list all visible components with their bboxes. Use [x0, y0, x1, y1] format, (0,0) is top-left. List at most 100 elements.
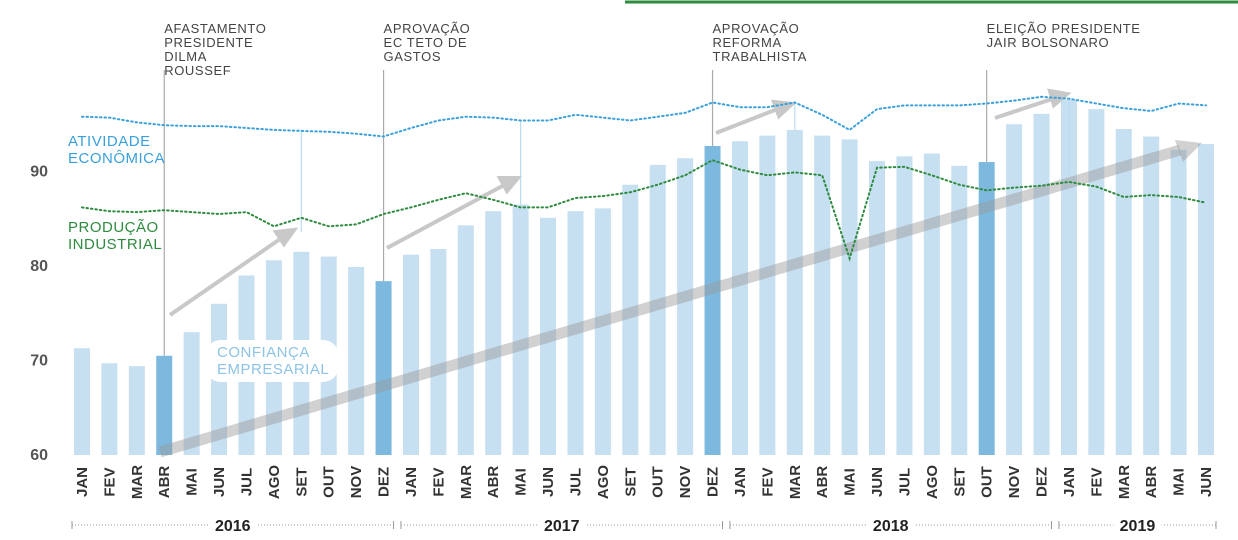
annotation: AFASTAMENTO PRESIDENTE DILMA ROUSSEF [164, 21, 267, 78]
x-tick-label: OUT [321, 466, 338, 498]
year-box [208, 515, 257, 535]
x-tick-label: ABR [814, 466, 831, 499]
x-tick-label: DEZ [705, 467, 722, 497]
bar [978, 162, 995, 456]
y-tick-label: 70 [30, 353, 48, 370]
series-label: ATIVIDADE ECONÔMICA [68, 133, 166, 167]
x-tick-label: AGO [595, 465, 612, 500]
annotation: APROVAÇÃO EC TETO DE GASTOS [383, 21, 471, 64]
annotation: ELEIÇÃO PRESIDENTE JAIR BOLSONARO [986, 21, 1141, 50]
bar [512, 204, 529, 455]
x-tick-label: MAI [1171, 468, 1188, 496]
x-tick-label: JUL [238, 468, 255, 496]
y-tick-label: 60 [30, 447, 48, 464]
bar [677, 158, 694, 455]
bar [348, 266, 365, 455]
bar [786, 129, 803, 456]
y-tick-label: 80 [30, 258, 48, 275]
bar [1033, 113, 1050, 455]
bar [485, 211, 502, 455]
bar-label: CONFIANÇA EMPRESARIAL [205, 340, 339, 382]
x-tick-label: NOV [1006, 466, 1023, 499]
bar [101, 363, 118, 455]
x-tick-label: OUT [650, 466, 667, 498]
x-tick-label: AGO [266, 465, 283, 500]
x-tick-label: JUL [567, 468, 584, 496]
x-tick-label: NOV [348, 466, 365, 499]
x-tick-label: MAI [184, 468, 201, 496]
x-tick-label: JAN [74, 467, 91, 497]
bar [896, 156, 913, 455]
x-tick-label: MAI [513, 468, 530, 496]
bar [375, 281, 392, 455]
bar [402, 254, 419, 455]
series-line [81, 95, 1207, 138]
trend-arrow [158, 144, 1182, 458]
bar [430, 248, 447, 455]
bar [457, 225, 474, 455]
y-tick-label: 90 [30, 164, 48, 181]
x-tick-label: FEV [1088, 467, 1105, 496]
x-tick-label: FEV [101, 467, 118, 496]
x-tick-label: JUN [211, 467, 228, 497]
year-label: 2017 [544, 518, 580, 535]
bar [74, 348, 90, 455]
bar [869, 161, 886, 456]
bar [567, 211, 584, 455]
x-tick-label: JUN [1198, 467, 1215, 497]
x-tick-label: OUT [979, 466, 996, 498]
x-tick-label: JUN [540, 467, 557, 497]
bar [128, 366, 145, 455]
bar [841, 139, 858, 455]
bar [1115, 128, 1132, 455]
bar [594, 208, 611, 455]
bar [704, 145, 721, 456]
x-tick-label: SET [293, 467, 310, 496]
bar [814, 135, 831, 455]
x-tick-label: FEV [759, 467, 776, 496]
x-tick-label: JUL [896, 468, 913, 496]
bar [183, 332, 200, 455]
x-tick-label: SET [622, 467, 639, 496]
bar [731, 141, 748, 455]
year-box [866, 515, 915, 535]
x-tick-label: ABR [485, 466, 502, 499]
annotation: APROVAÇÃO REFORMA TRABALHISTA [712, 21, 808, 64]
x-tick-label: MAR [129, 465, 146, 499]
x-tick-label: SET [951, 467, 968, 496]
bar [622, 184, 639, 456]
x-tick-label: MAR [1116, 465, 1133, 499]
x-tick-label: JAN [1061, 467, 1078, 497]
series-label: PRODUÇÃO INDUSTRIAL [68, 219, 163, 253]
series-line [81, 159, 1207, 262]
bar [923, 153, 940, 456]
trend-arrow-head [1175, 140, 1202, 162]
bar [1060, 99, 1077, 456]
x-tick-label: MAI [842, 468, 859, 496]
year-box [1113, 515, 1162, 535]
x-tick-label: AGO [924, 465, 941, 500]
x-tick-label: NOV [677, 466, 694, 499]
x-tick-label: JAN [403, 467, 420, 497]
x-tick-label: MAR [458, 465, 475, 499]
bar [1006, 124, 1023, 455]
bar [1143, 136, 1160, 455]
x-tick-label: JAN [732, 467, 749, 497]
bar [951, 165, 968, 455]
bar [1088, 109, 1105, 455]
year-box [537, 515, 586, 535]
x-tick-label: DEZ [1034, 467, 1051, 497]
bar [1198, 144, 1214, 455]
x-tick-label: DEZ [376, 467, 393, 497]
bar [156, 355, 173, 455]
bar [1170, 149, 1187, 455]
year-label: 2018 [873, 518, 909, 535]
x-tick-label: MAR [787, 465, 804, 499]
bar [759, 135, 776, 455]
x-tick-label: ABR [1143, 466, 1160, 499]
bar [649, 164, 666, 455]
x-tick-label: FEV [430, 467, 447, 496]
bar [540, 217, 557, 455]
